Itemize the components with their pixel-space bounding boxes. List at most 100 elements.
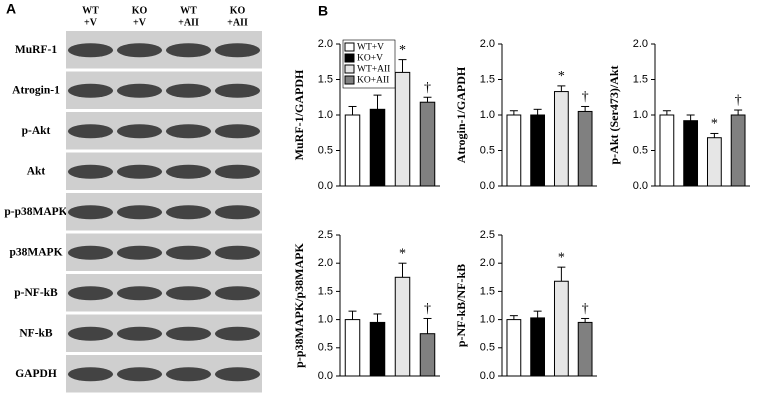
blot-band xyxy=(214,367,261,382)
significance-marker: † xyxy=(735,93,742,108)
bar xyxy=(419,333,436,377)
blot-band xyxy=(165,245,212,260)
y-axis-label: p-p38MAPK/p38MAPK xyxy=(292,243,306,368)
blot-band xyxy=(214,124,261,139)
blot-band xyxy=(116,124,163,139)
y-tick-label: 0.0 xyxy=(480,180,495,192)
bar xyxy=(659,114,675,187)
blot-band xyxy=(67,43,114,58)
blot-band xyxy=(116,43,163,58)
bar xyxy=(706,137,722,187)
bar xyxy=(394,276,411,377)
blot-band xyxy=(67,286,114,301)
bar xyxy=(553,91,569,187)
y-tick-label: 1.5 xyxy=(318,73,333,85)
blot-band xyxy=(116,286,163,301)
significance-marker: * xyxy=(558,250,565,265)
blot-band xyxy=(67,245,114,260)
y-tick-label: 1.0 xyxy=(480,314,495,326)
significance-marker: † xyxy=(424,302,431,317)
lane-label: +AII xyxy=(178,17,199,28)
significance-marker: † xyxy=(582,90,589,105)
row-label: GAPDH xyxy=(15,368,57,380)
row-label: p38MAPK xyxy=(9,246,62,258)
blot-band xyxy=(67,367,114,382)
y-tick-label: 2.0 xyxy=(318,38,333,50)
row-label: Akt xyxy=(27,165,46,177)
blot-band xyxy=(165,164,212,179)
legend-label: WT+AII xyxy=(357,65,390,75)
bar xyxy=(530,114,546,187)
blot-band xyxy=(116,367,163,382)
blot-band xyxy=(214,245,261,260)
lane-label: KO xyxy=(230,5,246,16)
significance-marker: † xyxy=(582,302,589,317)
lane-label: WT xyxy=(82,5,99,16)
blot-band xyxy=(214,205,261,220)
bar xyxy=(344,319,361,377)
bar xyxy=(577,321,593,377)
blot-band xyxy=(116,83,163,98)
bar xyxy=(577,110,593,187)
y-tick-label: 1.0 xyxy=(318,314,333,326)
legend-label: WT+V xyxy=(357,43,384,53)
y-axis-label: Atrogin-1/GAPDH xyxy=(454,66,468,163)
lane-label: WT xyxy=(180,5,197,16)
row-label: Atrogin-1 xyxy=(12,84,60,96)
bar xyxy=(683,120,699,187)
y-tick-label: 2.5 xyxy=(318,229,333,241)
y-tick-label: 2.0 xyxy=(480,38,495,50)
y-tick-label: 0.0 xyxy=(318,370,333,382)
y-tick-label: 2.0 xyxy=(480,257,495,269)
y-axis-label: MuRF-1/GAPDH xyxy=(292,69,306,160)
bar xyxy=(553,280,569,377)
blot-band xyxy=(67,124,114,139)
legend-label: KO+AII xyxy=(357,76,389,86)
y-tick-label: 1.5 xyxy=(318,285,333,297)
y-tick-label: 2.5 xyxy=(480,229,495,241)
y-tick-label: 0.5 xyxy=(480,342,495,354)
y-tick-label: 2.0 xyxy=(318,257,333,269)
blot-band xyxy=(116,205,163,220)
lane-label: KO xyxy=(132,5,148,16)
y-tick-label: 2.0 xyxy=(633,38,648,50)
blot-band xyxy=(116,326,163,341)
blot-band xyxy=(214,43,261,58)
row-label: p-Akt xyxy=(22,125,51,137)
row-label: p-p38MAPK xyxy=(4,206,67,218)
blot-band xyxy=(67,83,114,98)
y-axis-label: p-NF-kB/NF-kB xyxy=(454,264,468,347)
bar xyxy=(344,114,361,187)
legend-swatch xyxy=(344,42,355,52)
bar xyxy=(419,101,436,187)
y-tick-label: 0.5 xyxy=(318,342,333,354)
y-tick-label: 1.0 xyxy=(318,109,333,121)
lane-label: +AII xyxy=(227,17,248,28)
blot-band xyxy=(165,286,212,301)
panel-label: A xyxy=(6,1,16,17)
blot-band xyxy=(165,43,212,58)
blot-band xyxy=(165,367,212,382)
blot-band xyxy=(67,326,114,341)
blot-band xyxy=(214,326,261,341)
blot-band xyxy=(165,205,212,220)
legend-swatch xyxy=(344,53,355,63)
row-label: p-NF-kB xyxy=(14,287,58,299)
blot-band xyxy=(214,286,261,301)
blot-band xyxy=(116,245,163,260)
blot-band xyxy=(214,83,261,98)
bar xyxy=(506,114,522,187)
bar xyxy=(506,319,522,377)
significance-marker: * xyxy=(711,117,718,132)
y-tick-label: 0.0 xyxy=(318,180,333,192)
bar xyxy=(394,71,411,187)
y-tick-label: 0.0 xyxy=(480,370,495,382)
panel-label: B xyxy=(318,3,328,19)
bar xyxy=(369,108,386,187)
y-tick-label: 1.5 xyxy=(480,285,495,297)
y-tick-label: 0.0 xyxy=(633,180,648,192)
y-tick-label: 0.5 xyxy=(633,144,648,156)
row-label: NF-kB xyxy=(19,327,53,339)
blot-band xyxy=(165,83,212,98)
